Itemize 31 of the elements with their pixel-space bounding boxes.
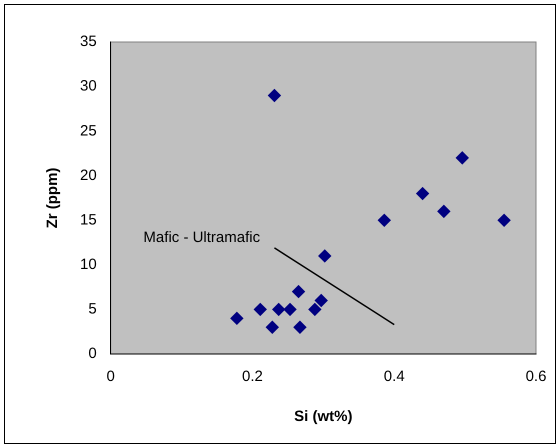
- point: [378, 214, 391, 227]
- y-tick-label: 0: [88, 345, 97, 362]
- y-tick-label: 25: [80, 122, 97, 140]
- point: [318, 249, 332, 262]
- point: [272, 302, 286, 316]
- point: [314, 294, 328, 308]
- point: [308, 302, 322, 316]
- y-axis-title: Zr (ppm): [44, 168, 62, 228]
- x-axis-title: Si (wt%): [294, 408, 353, 426]
- point: [498, 214, 511, 227]
- annotation: Mafic - Ultramafic: [143, 228, 261, 246]
- x-tick-label: 0.2: [242, 368, 263, 386]
- y-tick-label: 20: [80, 166, 97, 184]
- point: [416, 187, 430, 200]
- x-tick-label: 0.6: [526, 368, 546, 386]
- x-tick-label: 0.4: [384, 368, 405, 386]
- point: [293, 320, 306, 334]
- x-tick-label: 0: [106, 368, 115, 386]
- y-tick-label: 5: [88, 300, 97, 318]
- point: [456, 151, 469, 164]
- y-tick-label: 10: [80, 256, 97, 273]
- y-tick-label: 30: [80, 78, 97, 95]
- point: [437, 204, 450, 218]
- point: [230, 312, 244, 325]
- y-tick-label: 15: [80, 211, 97, 228]
- point: [284, 302, 297, 316]
- point: [266, 320, 279, 334]
- point: [254, 302, 267, 316]
- point: [292, 285, 306, 298]
- y-tick-label: 35: [80, 33, 97, 50]
- point: [268, 88, 281, 102]
